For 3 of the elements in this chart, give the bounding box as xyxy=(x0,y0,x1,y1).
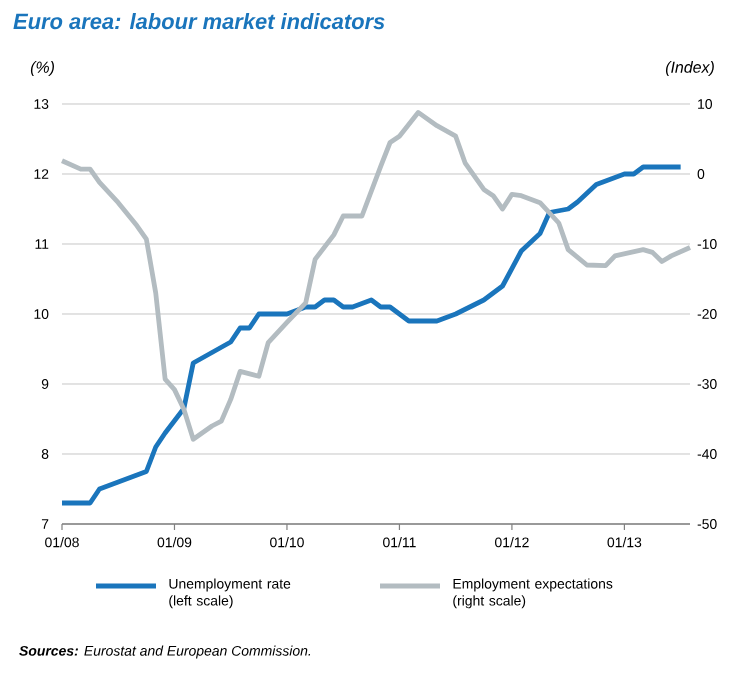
chart-title: Euro area: labour market indicators xyxy=(13,13,385,30)
line-series xyxy=(59,110,693,442)
line-series xyxy=(59,164,684,506)
